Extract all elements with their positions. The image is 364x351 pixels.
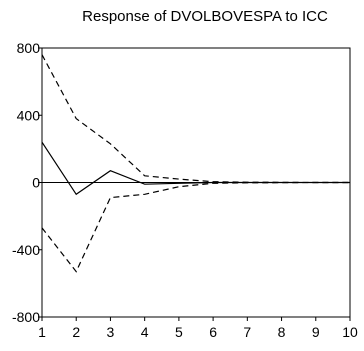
x-tick-label: 8 — [278, 324, 286, 340]
x-tick-label: 5 — [175, 324, 183, 340]
y-tick-label: -800 — [12, 309, 40, 325]
x-tick-label: 9 — [312, 324, 320, 340]
upper-band-line — [41, 54, 350, 184]
chart-title: Response of DVOLBOVESPA to ICC — [82, 8, 328, 25]
x-axis: 1 2 3 4 5 6 7 8 9 10 — [38, 317, 358, 340]
response-line — [41, 141, 350, 196]
y-tick-label: 0 — [32, 175, 40, 191]
y-axis: 800 400 0 -400 -800 — [12, 40, 42, 325]
x-tick-label: 6 — [209, 324, 217, 340]
y-tick-label: 400 — [17, 107, 41, 123]
x-tick-label: 4 — [141, 324, 149, 340]
y-tick-label: 800 — [17, 40, 41, 56]
x-tick-label: 10 — [342, 324, 358, 340]
x-tick-label: 2 — [72, 324, 80, 340]
x-tick-label: 1 — [38, 324, 46, 340]
lower-band-line — [41, 181, 350, 273]
y-tick-label: -400 — [12, 242, 40, 258]
series-layer — [41, 54, 350, 273]
x-tick-label: 3 — [107, 324, 115, 340]
x-tick-label: 7 — [243, 324, 251, 340]
